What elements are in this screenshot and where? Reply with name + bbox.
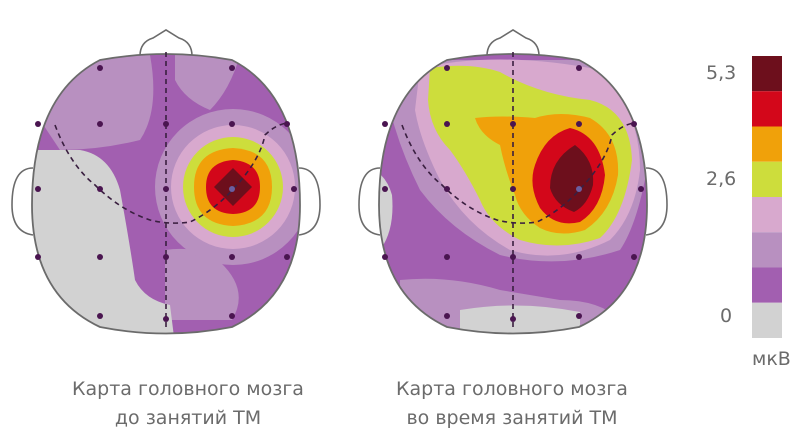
scale-swatch-4: [752, 161, 782, 197]
scale-swatch-6: [752, 232, 782, 268]
scale-swatch-5: [752, 197, 782, 233]
electrodes-before: [35, 65, 297, 322]
boundary-line: [54, 122, 288, 224]
scale-swatch-7: [752, 267, 782, 303]
left-ear-outline: [358, 167, 381, 236]
head-outline: [378, 53, 648, 335]
caption-during-line2: во время занятий ТМ: [406, 407, 618, 429]
activity-map-during: [379, 54, 647, 334]
scale-label-zero: 0: [720, 305, 733, 327]
scale-unit: мкВ: [752, 348, 791, 370]
scale-swatch-3: [752, 126, 782, 162]
caption-during: Карта головного мозга во время занятий Т…: [362, 375, 662, 433]
caption-before-line1: Карта головного мозга: [72, 378, 304, 400]
nose-outline: [139, 29, 193, 57]
scale-label-max: 5,3: [706, 62, 737, 84]
brain-map-before: [11, 29, 321, 335]
color-scale-bar: [752, 56, 782, 338]
left-ear-outline: [11, 167, 34, 236]
electrodes-during: [382, 65, 644, 322]
caption-before-line2: до занятий ТМ: [114, 407, 262, 429]
right-ear-outline: [645, 167, 668, 236]
caption-during-line1: Карта головного мозга: [396, 378, 628, 400]
scale-swatch-1: [752, 56, 782, 92]
scale-swatch-8: [752, 302, 782, 338]
head-outline: [31, 53, 301, 335]
brain-map-during: [358, 29, 668, 335]
nose-outline: [486, 29, 540, 57]
scale-label-mid: 2,6: [706, 168, 737, 190]
scale-swatch-2: [752, 91, 782, 127]
caption-before: Карта головного мозга до занятий ТМ: [38, 375, 338, 433]
boundary-line: [401, 122, 635, 224]
right-ear-outline: [298, 167, 321, 236]
